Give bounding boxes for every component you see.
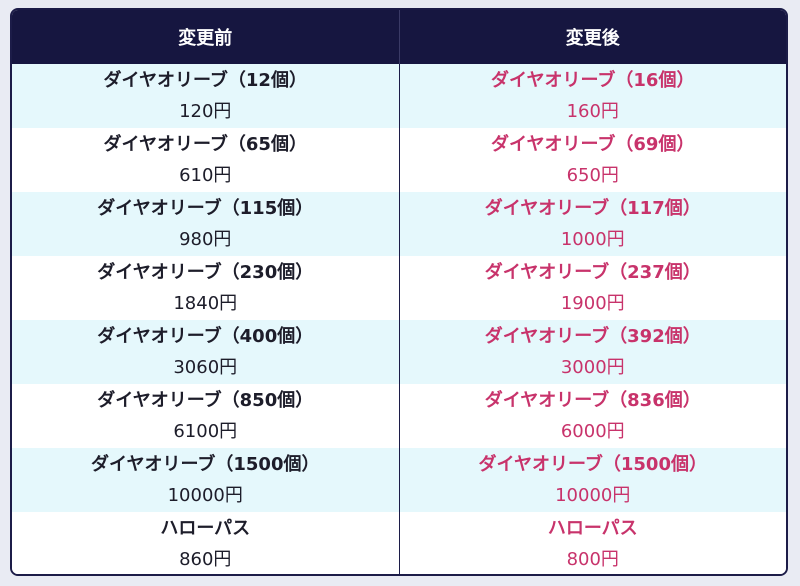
after-item-price: 1000円 — [560, 229, 625, 250]
before-cell: ダイヤオリーブ（12個） 120円 — [12, 64, 400, 128]
before-cell: ダイヤオリーブ（115個） 980円 — [12, 192, 400, 256]
after-item-price: 3000円 — [560, 357, 625, 378]
before-item-price: 3060円 — [173, 357, 238, 378]
before-cell: ダイヤオリーブ（65個） 610円 — [12, 128, 400, 192]
table-row: ダイヤオリーブ（400個） 3060円 ダイヤオリーブ（392個） 3000円 — [12, 320, 786, 384]
after-cell: ダイヤオリーブ（69個） 650円 — [399, 128, 786, 192]
before-item-name: ダイヤオリーブ（850個） — [97, 390, 314, 411]
after-cell: ダイヤオリーブ（237個） 1900円 — [399, 256, 786, 320]
before-cell: ハローパス 860円 — [12, 512, 400, 574]
after-item-name: ダイヤオリーブ（392個） — [484, 326, 701, 347]
before-item-name: ダイヤオリーブ（400個） — [97, 326, 314, 347]
after-cell: ダイヤオリーブ（1500個） 10000円 — [399, 448, 786, 512]
table-row: ハローパス 860円 ハローパス 800円 — [12, 512, 786, 574]
before-item-name: ダイヤオリーブ（12個） — [103, 70, 307, 91]
after-item-name: ダイヤオリーブ（836個） — [484, 390, 701, 411]
after-cell: ダイヤオリーブ（392個） 3000円 — [399, 320, 786, 384]
after-item-name: ダイヤオリーブ（237個） — [484, 262, 701, 283]
after-cell: ハローパス 800円 — [399, 512, 786, 574]
price-change-table: 変更前 変更後 ダイヤオリーブ（12個） 120円 ダイヤオリーブ（16個） 1… — [12, 10, 786, 574]
before-item-price: 6100円 — [173, 421, 238, 442]
after-item-price: 160円 — [566, 101, 619, 122]
before-item-name: ダイヤオリーブ（65個） — [103, 134, 307, 155]
before-item-name: ダイヤオリーブ（230個） — [97, 262, 314, 283]
before-cell: ダイヤオリーブ（850個） 6100円 — [12, 384, 400, 448]
after-item-price: 1900円 — [560, 293, 625, 314]
before-cell: ダイヤオリーブ（230個） 1840円 — [12, 256, 400, 320]
after-cell: ダイヤオリーブ（117個） 1000円 — [399, 192, 786, 256]
table-header-row: 変更前 変更後 — [12, 10, 786, 64]
table-row: ダイヤオリーブ（115個） 980円 ダイヤオリーブ（117個） 1000円 — [12, 192, 786, 256]
before-item-name: ダイヤオリーブ（115個） — [97, 198, 314, 219]
after-item-price: 6000円 — [560, 421, 625, 442]
before-item-price: 980円 — [179, 229, 232, 250]
before-item-price: 610円 — [179, 165, 232, 186]
header-after: 変更後 — [399, 10, 786, 64]
after-cell: ダイヤオリーブ（16個） 160円 — [399, 64, 786, 128]
table-row: ダイヤオリーブ（230個） 1840円 ダイヤオリーブ（237個） 1900円 — [12, 256, 786, 320]
header-before: 変更前 — [12, 10, 400, 64]
table-row: ダイヤオリーブ（1500個） 10000円 ダイヤオリーブ（1500個） 100… — [12, 448, 786, 512]
price-change-table-frame: 変更前 変更後 ダイヤオリーブ（12個） 120円 ダイヤオリーブ（16個） 1… — [10, 8, 788, 576]
after-item-price: 800円 — [566, 549, 619, 570]
table-row: ダイヤオリーブ（850個） 6100円 ダイヤオリーブ（836個） 6000円 — [12, 384, 786, 448]
table-row: ダイヤオリーブ（65個） 610円 ダイヤオリーブ（69個） 650円 — [12, 128, 786, 192]
after-item-price: 10000円 — [555, 485, 631, 506]
table-row: ダイヤオリーブ（12個） 120円 ダイヤオリーブ（16個） 160円 — [12, 64, 786, 128]
before-item-price: 1840円 — [173, 293, 238, 314]
after-item-name: ダイヤオリーブ（1500個） — [478, 454, 707, 475]
before-item-name: ハローパス — [160, 518, 251, 539]
after-item-name: ハローパス — [547, 518, 638, 539]
before-item-name: ダイヤオリーブ（1500個） — [91, 454, 320, 475]
before-item-price: 120円 — [179, 101, 232, 122]
before-cell: ダイヤオリーブ（1500個） 10000円 — [12, 448, 400, 512]
after-item-name: ダイヤオリーブ（69個） — [491, 134, 695, 155]
before-item-price: 10000円 — [167, 485, 243, 506]
before-cell: ダイヤオリーブ（400個） 3060円 — [12, 320, 400, 384]
before-item-price: 860円 — [179, 549, 232, 570]
after-item-price: 650円 — [566, 165, 619, 186]
after-item-name: ダイヤオリーブ（117個） — [484, 198, 701, 219]
after-item-name: ダイヤオリーブ（16個） — [491, 70, 695, 91]
after-cell: ダイヤオリーブ（836個） 6000円 — [399, 384, 786, 448]
